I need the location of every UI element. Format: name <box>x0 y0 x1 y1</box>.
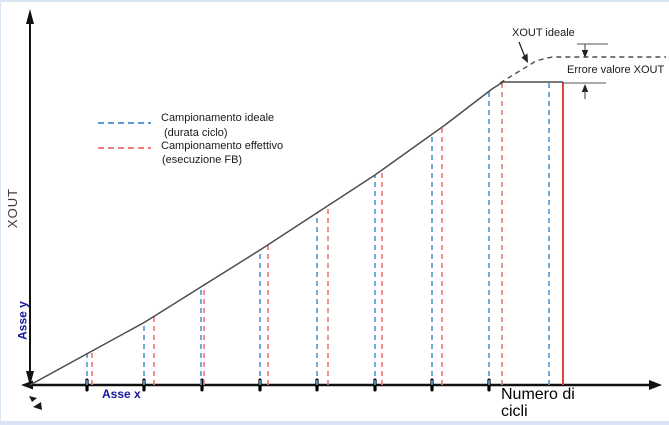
y-axis-up-arrowhead <box>26 9 34 24</box>
error-up-arrowhead <box>581 84 589 92</box>
x-axis-title: Numero di cicli <box>501 386 575 420</box>
frame-bottom-border <box>0 421 669 425</box>
y-axis-down-arrowhead <box>26 371 34 386</box>
legend-label-campionamento-ideale: Campionamento ideale <box>161 112 275 124</box>
xout-ideale-label: XOUT ideale <box>512 27 575 39</box>
xout-ideal-curve <box>499 56 666 84</box>
x-axis-left-arrowhead <box>21 380 33 390</box>
x-axis-right-arrowhead <box>649 380 662 390</box>
frame-left-border <box>0 0 1 425</box>
x-axis-title-line1: Numero di <box>501 386 575 403</box>
xout-ideale-pointer-line <box>518 41 526 58</box>
resize-cursor-icon <box>33 402 42 410</box>
error-down-arrowhead <box>581 50 589 58</box>
x-axis-title-line2: cicli <box>501 403 528 420</box>
legend-sublabel-durata-ciclo: (durata ciclo) <box>164 127 228 139</box>
errore-valore-xout-label: Errore valore XOUT <box>567 64 665 76</box>
xout-curve <box>29 81 563 386</box>
y-axis-title: XOUT <box>5 187 20 229</box>
frame-top-border <box>0 0 669 2</box>
resize-cursor-icon <box>29 396 37 402</box>
x-axis-link[interactable]: Asse x <box>102 387 141 401</box>
legend-label-campionamento-effettivo: Campionamento effettivo <box>161 140 284 152</box>
y-axis-link[interactable]: Asse y <box>15 301 30 340</box>
legend-sublabel-esecuzione-fb: (esecuzione FB) <box>162 154 243 166</box>
xout-ideale-pointer-arrowhead <box>521 53 528 63</box>
